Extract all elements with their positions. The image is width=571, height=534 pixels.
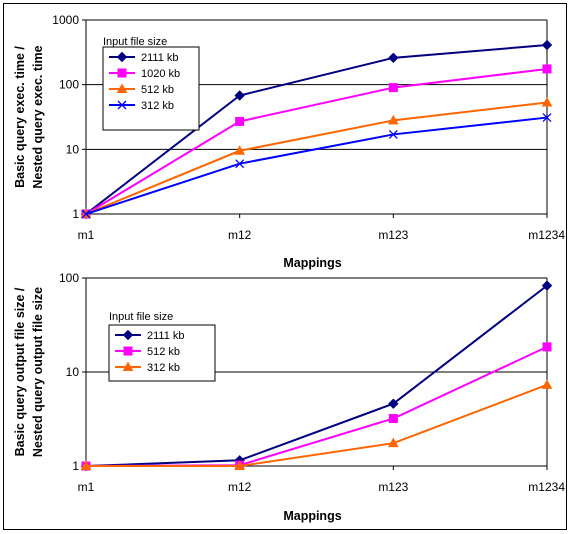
legend-title: Input file size — [103, 36, 167, 48]
data-point-marker — [543, 65, 551, 73]
x-tick-label: m1234 — [528, 480, 565, 494]
y-tick-label: 100 — [59, 78, 79, 92]
y-axis-title-line1: Basic query output file size / — [13, 287, 27, 456]
data-point-marker — [236, 117, 244, 125]
legend-entry: 2111 kb — [141, 52, 179, 64]
y-tick-label: 1000 — [52, 13, 79, 27]
y-tick-label: 1 — [72, 459, 79, 473]
legend-swatch-marker — [118, 69, 126, 77]
x-tick-label: m1234 — [528, 228, 565, 242]
data-point-marker — [543, 380, 552, 388]
x-axis-title: Mappings — [283, 509, 341, 523]
y-tick-label: 10 — [66, 142, 80, 156]
legend-entry: 512 kb — [147, 346, 180, 358]
legend-entry: 312 kb — [141, 100, 174, 112]
x-tick-label: m123 — [378, 480, 408, 494]
data-point-marker — [389, 84, 397, 92]
data-point-marker — [389, 53, 398, 62]
data-point-marker — [543, 343, 551, 351]
data-point-marker — [389, 415, 397, 423]
y-tick-label: 100 — [59, 271, 79, 285]
y-tick-label: 10 — [66, 365, 80, 379]
y-axis-title-line1: Basic query exec. time / — [13, 46, 27, 188]
x-tick-label: m123 — [378, 228, 408, 242]
x-axis-title: Mappings — [283, 256, 341, 270]
legend-swatch-marker — [124, 347, 132, 355]
y-tick-label: 1 — [72, 207, 79, 221]
chart-1: 1 10 100 1000 m1 m12 m123 m1234 Mappings Basic qu… — [13, 13, 565, 270]
legend-entry: 312 kb — [147, 362, 180, 374]
chart-2: 1 10 100 m1 m12 m123 m1234 Mappings Basic query … — [13, 271, 565, 523]
x-tick-label: m1 — [78, 480, 95, 494]
data-point-marker — [543, 41, 552, 50]
legend-entry: 2111 kb — [147, 330, 185, 342]
series-line-312-kb — [86, 118, 547, 214]
series-line-312-kb — [86, 385, 547, 466]
x-tick-label: m12 — [228, 480, 252, 494]
x-tick-label: m12 — [228, 228, 252, 242]
x-tick-label: m1 — [78, 228, 95, 242]
y-axis-title-line2: Nested query exec. time — [31, 45, 45, 188]
legend-title: Input file size — [109, 311, 173, 323]
y-axis-title-line2: Nested query output file size — [31, 287, 45, 457]
legend-entry: 512 kb — [141, 84, 174, 96]
legend-entry: 1020 kb — [141, 68, 180, 80]
